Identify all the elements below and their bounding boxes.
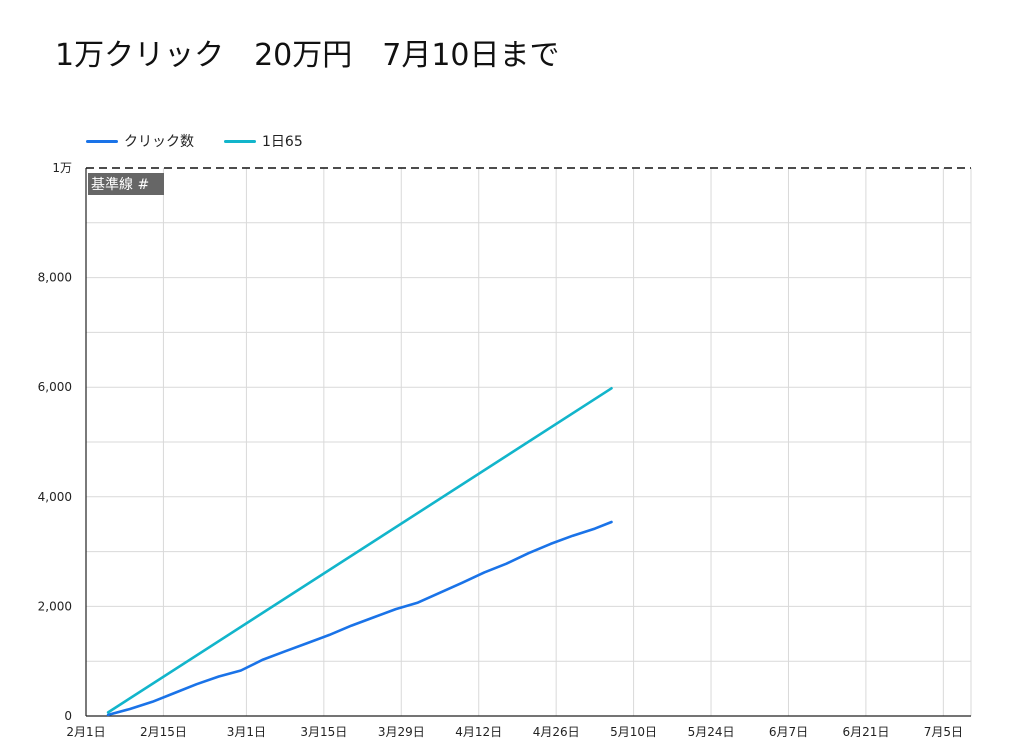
y-tick-label: 4,000 [38, 490, 72, 504]
legend-swatch-target [224, 139, 256, 143]
x-tick-label: 6月21日 [842, 725, 889, 739]
x-tick-label: 4月12日 [455, 725, 502, 739]
x-tick-label: 7月5日 [924, 725, 963, 739]
x-tick-label: 2月15日 [140, 725, 187, 739]
y-tick-label: 2,000 [38, 599, 72, 613]
y-tick-label: 8,000 [38, 271, 72, 285]
x-tick-label: 2月1日 [66, 725, 105, 739]
series-line-0 [106, 520, 613, 717]
legend-item-target[interactable]: 1日65 [224, 131, 303, 151]
series-line-1 [106, 387, 613, 714]
chart-legend: クリック数 1日65 [86, 131, 333, 151]
y-tick-label: 1万 [52, 161, 72, 175]
legend-item-clicks[interactable]: クリック数 [86, 131, 194, 151]
reference-line-label-bg [88, 173, 164, 195]
x-tick-label: 5月10日 [610, 725, 657, 739]
x-tick-label: 3月29日 [378, 725, 425, 739]
x-tick-label: 6月7日 [769, 725, 808, 739]
x-tick-label: 4月26日 [533, 725, 580, 739]
reference-line-label: 基準線 # [91, 176, 149, 193]
x-tick-label: 5月24日 [688, 725, 735, 739]
legend-label-target: 1日65 [262, 134, 303, 150]
y-tick-label: 0 [64, 709, 72, 723]
x-tick-label: 3月15日 [300, 725, 347, 739]
legend-swatch-clicks [86, 139, 118, 143]
chart-title: 1万クリック 20万円 7月10日まで [55, 38, 560, 73]
x-tick-label: 3月1日 [227, 725, 266, 739]
y-tick-label: 6,000 [38, 380, 72, 394]
legend-label-clicks: クリック数 [124, 134, 194, 150]
